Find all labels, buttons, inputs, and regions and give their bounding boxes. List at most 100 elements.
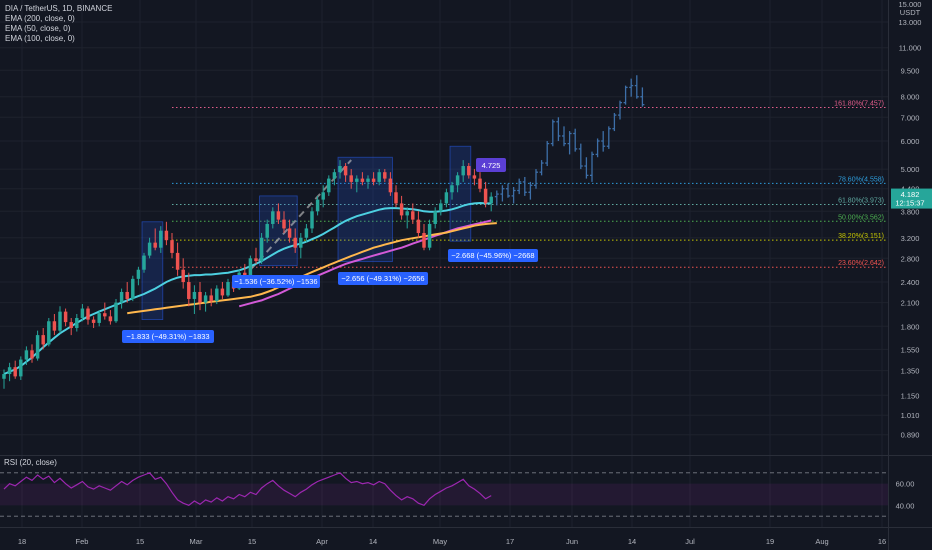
ema-100-label[interactable]: EMA (100, close, 0) [5, 34, 75, 43]
candle-body-77 [433, 211, 437, 224]
candle-body-40 [226, 282, 230, 296]
candle-body-11 [63, 311, 68, 323]
price-tick-18: 0.890 [901, 431, 920, 440]
rsi-legend[interactable]: RSI (20, close) [4, 458, 57, 467]
candle-body-23 [131, 278, 135, 299]
candle-body-75 [422, 233, 426, 248]
candle-body-33 [187, 282, 191, 299]
price-tick-3: 8.000 [901, 93, 920, 102]
candle-body-86 [483, 188, 488, 204]
candle-body-70 [394, 192, 398, 204]
candle-body-19 [108, 316, 113, 322]
candle-body-34 [192, 291, 197, 299]
currency-label: USDT [900, 8, 921, 17]
price-tick-16: 1.150 [901, 391, 920, 400]
candle-body-8 [47, 321, 51, 345]
candle-body-36 [203, 295, 208, 303]
fib-label-2: 61.80%(3.973) [838, 197, 884, 204]
measure-box-3 [449, 145, 472, 242]
price-tick-12: 2.100 [901, 299, 920, 308]
time-tick-1: Feb [76, 537, 89, 546]
candle-body-60 [338, 166, 342, 173]
price-tick-14: 1.550 [901, 345, 920, 354]
candle-body-39 [220, 288, 225, 296]
candle-body-47 [265, 223, 269, 238]
candle-body-78 [439, 203, 443, 212]
ema-50-label[interactable]: EMA (50, close, 0) [5, 24, 71, 33]
fib-label-1: 78.60%(4.558) [838, 176, 884, 183]
measure-tag-text-2: −2.656 (−49.31%) −2656 [341, 274, 424, 283]
time-tick-4: 15 [248, 537, 256, 546]
candle-body-22 [125, 291, 129, 299]
price-tick-4: 7.000 [901, 113, 920, 122]
candle-body-59 [332, 172, 337, 179]
candle-body-87 [489, 196, 493, 204]
candle-body-57 [321, 192, 325, 200]
candle-body-9 [52, 321, 57, 331]
candle-body-80 [450, 185, 454, 193]
candle-body-51 [287, 228, 292, 238]
candle-body-6 [35, 335, 40, 359]
price-tick-9: 3.200 [901, 234, 920, 243]
time-tick-12: 19 [766, 537, 774, 546]
fib-label-5: 23.60%(2.642) [838, 260, 884, 267]
measurement-tags: −1.833 (−49.31%) −1833 −1.536 (−36.52%) −… [122, 158, 538, 343]
peak-tag-text: 4.725 [482, 161, 501, 170]
fib-label-3: 50.00%(3.562) [838, 214, 884, 221]
candle-body-79 [444, 192, 449, 204]
candle-body-55 [310, 211, 314, 229]
candle-body-45 [254, 258, 258, 262]
candle-body-46 [259, 237, 264, 262]
candle-body-71 [399, 203, 404, 216]
current-price-marker [891, 188, 932, 209]
current-price-text: 4.182 [901, 190, 920, 199]
indicator-legend: DIA / TetherUS, 1D, BINANCE EMA (200, cl… [5, 4, 112, 44]
time-tick-7: May [433, 537, 447, 546]
symbol-title[interactable]: DIA / TetherUS, 1D, BINANCE [5, 4, 113, 13]
rsi-tick-0: 60.00 [896, 480, 915, 489]
candle-body-82 [461, 166, 465, 176]
candle-body-61 [343, 166, 348, 176]
candle-body-24 [136, 269, 141, 279]
time-tick-11: Jul [685, 537, 695, 546]
price-tick-15: 1.350 [901, 367, 920, 376]
candle-body-10 [58, 311, 62, 331]
candle-body-12 [69, 322, 73, 329]
candle-body-4 [24, 350, 29, 360]
time-tick-6: 14 [369, 537, 377, 546]
candle-body-14 [80, 308, 85, 318]
candle-body-27 [153, 242, 157, 248]
price-tick-8: 3.800 [901, 207, 920, 216]
time-tick-0: 18 [18, 537, 26, 546]
price-tick-10: 2.800 [901, 254, 920, 263]
price-tick-5: 6.000 [901, 137, 920, 146]
price-tick-0: 13.000 [899, 18, 922, 27]
rsi-pane [0, 472, 888, 517]
candle-body-20 [114, 302, 118, 322]
ema-200-label[interactable]: EMA (200, close, 0) [5, 14, 75, 23]
candle-body-48 [271, 211, 275, 224]
candle-body-84 [472, 175, 477, 179]
candle-body-37 [209, 295, 213, 302]
measure-tag-bg-2 [338, 272, 428, 285]
time-tick-14: 16 [878, 537, 886, 546]
candle-body-81 [455, 175, 460, 186]
rsi-tick-1: 40.00 [896, 501, 915, 510]
price-tick-1: 11.000 [899, 44, 921, 53]
candle-body-52 [293, 237, 297, 248]
measure-tag-bg-3 [448, 249, 538, 262]
price-tick-2: 9.500 [901, 66, 920, 75]
price-axis-top-label: 15.000 [899, 0, 922, 9]
time-tick-10: 14 [628, 537, 636, 546]
fibonacci-levels[interactable]: 161.80%(7.457) 78.60%(4.558) 61.80%(3.973)… [172, 101, 886, 268]
candle-body-16 [91, 319, 96, 323]
candle-body-30 [170, 240, 174, 253]
candle-body-68 [383, 172, 387, 179]
price-tick-17: 1.010 [901, 411, 920, 420]
candle-body-72 [405, 211, 409, 216]
candle-body-63 [355, 178, 359, 182]
candle-body-58 [327, 178, 331, 193]
candle-body-0 [2, 374, 6, 379]
